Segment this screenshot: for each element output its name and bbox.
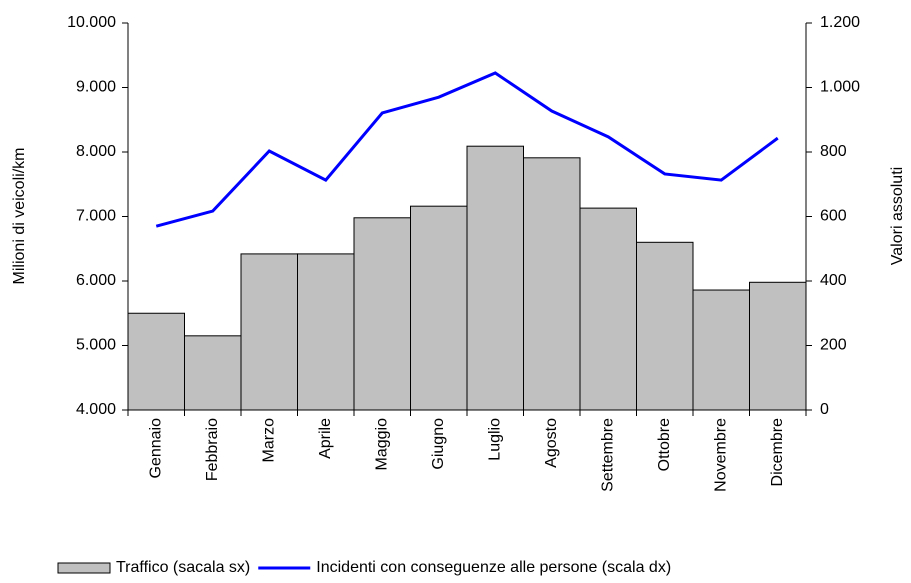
bar: [410, 205, 468, 411]
y2-tick-label: 0: [820, 401, 829, 418]
y2-tick-label: 400: [820, 272, 847, 289]
bar: [240, 253, 298, 411]
y2-tick-label: 800: [820, 143, 847, 160]
y-tick-label: 10.000: [67, 14, 116, 31]
bar: [297, 253, 355, 411]
x-tick-label: Settembre: [599, 418, 616, 492]
y-tick-label: 5.000: [76, 337, 116, 354]
x-tick-label: Gennaio: [147, 418, 164, 479]
x-tick-label: Novembre: [712, 418, 729, 492]
x-tick-label: Luglio: [486, 418, 503, 461]
x-tick-label: Agosto: [543, 418, 560, 468]
y2-tick-label: 1.000: [820, 79, 860, 96]
x-tick-label: Aprile: [317, 418, 334, 459]
legend-swatch: [57, 562, 111, 574]
x-tick-label: Dicembre: [769, 418, 786, 487]
bar: [749, 281, 807, 411]
bar: [466, 145, 524, 411]
y-tick-label: 6.000: [76, 272, 116, 289]
legend-label: Traffico (sacala sx): [116, 559, 250, 576]
y2-axis-label: Valori assoluti: [889, 167, 906, 265]
y-tick-label: 9.000: [76, 79, 116, 96]
x-tick-label: Giugno: [430, 418, 447, 470]
bar: [579, 207, 637, 411]
y-axis-label: Milioni di veicoli/km: [11, 148, 28, 285]
y2-tick-label: 600: [820, 208, 847, 225]
bar: [127, 312, 185, 411]
y2-tick-label: 200: [820, 337, 847, 354]
y-tick-label: 4.000: [76, 401, 116, 418]
line-series: [155, 71, 779, 228]
x-tick-label: Maggio: [373, 418, 390, 471]
x-tick-label: Febbraio: [204, 418, 221, 481]
legend-label: Incidenti con conseguenze alle persone (…: [316, 559, 671, 576]
y2-tick-label: 1.200: [820, 14, 860, 31]
y-tick-label: 7.000: [76, 208, 116, 225]
bar: [353, 217, 411, 411]
bar: [636, 241, 694, 411]
bar: [692, 289, 750, 411]
bar: [523, 157, 581, 411]
y-tick-label: 8.000: [76, 143, 116, 160]
bar: [184, 335, 242, 411]
x-tick-label: Marzo: [260, 418, 277, 463]
x-tick-label: Ottobre: [656, 418, 673, 471]
